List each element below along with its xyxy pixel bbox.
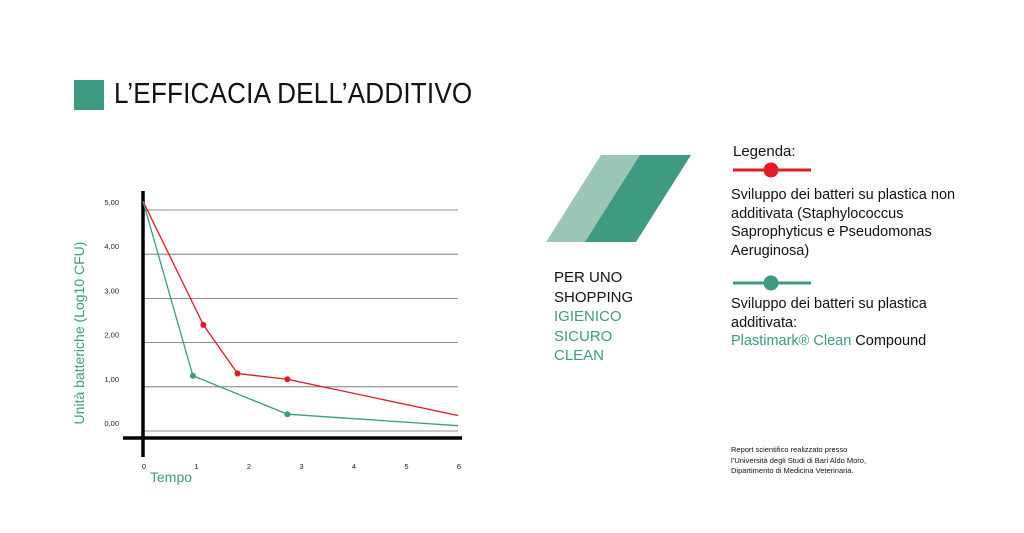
legend-green-text-2: Compound bbox=[851, 333, 927, 349]
y-tick-label: 3,00 bbox=[104, 286, 119, 295]
slogan-line: SICURO bbox=[554, 327, 613, 345]
slogan: PER UNO SHOPPING IGIENICO SICURO CLEAN bbox=[554, 268, 633, 366]
title-block: L’EFFICACIA DELL’ADDITIVO bbox=[74, 78, 512, 111]
legend-green-brand: Plastimark® Clean bbox=[731, 333, 852, 349]
data-point bbox=[284, 376, 291, 383]
legend-green-text: Sviluppo dei batteri su plastica additiv… bbox=[731, 295, 971, 351]
footnote-line: Report scientifico realizzato presso bbox=[731, 445, 848, 454]
x-tick-label: 1 bbox=[194, 462, 198, 471]
y-axis-label: Unità batteriche (Log10 CFU) bbox=[71, 241, 87, 425]
legend-red-marker-icon bbox=[733, 162, 811, 178]
x-tick-label: 6 bbox=[457, 462, 461, 471]
footnote-line: l’Università degli Studi di Bari Aldo Mo… bbox=[731, 455, 867, 465]
x-axis-label: Tempo bbox=[150, 469, 193, 485]
legend-red-text: Sviluppo dei batteri su plastica non add… bbox=[731, 187, 956, 259]
legend-green-marker-icon bbox=[733, 275, 811, 291]
y-tick-label: 5,00 bbox=[104, 198, 119, 207]
x-tick-label: 5 bbox=[404, 462, 408, 471]
footnote: Report scientifico realizzato presso l’U… bbox=[731, 445, 866, 477]
data-point bbox=[234, 370, 241, 377]
x-tick-label: 4 bbox=[352, 462, 356, 471]
data-point bbox=[200, 321, 207, 328]
legend-green-text-1: Sviluppo dei batteri su plastica additiv… bbox=[731, 296, 927, 331]
slogan-line: IGIENICO bbox=[554, 308, 622, 325]
stripes-logo-icon bbox=[546, 155, 691, 242]
series-line-0 bbox=[142, 200, 459, 417]
x-tick-label: 0 bbox=[142, 462, 146, 471]
series-line-1 bbox=[142, 200, 459, 427]
y-tick-label: 1,00 bbox=[104, 375, 119, 384]
title-square-icon bbox=[74, 79, 104, 110]
y-tick-label: 4,00 bbox=[104, 242, 119, 251]
data-point bbox=[284, 411, 291, 418]
slogan-line: SHOPPING bbox=[554, 288, 634, 306]
footnote-line: Dipartimento di Medicina Veterinaria. bbox=[731, 466, 854, 475]
legend-title: Legenda: bbox=[733, 143, 796, 160]
slogan-line: PER UNO bbox=[554, 269, 623, 286]
x-tick-label: 2 bbox=[247, 462, 251, 471]
y-tick-label: 0,00 bbox=[104, 419, 119, 428]
x-tick-label: 3 bbox=[299, 462, 303, 471]
slogan-line: CLEAN bbox=[554, 347, 605, 364]
data-point bbox=[189, 372, 196, 379]
page-title: L’EFFICACIA DELL’ADDITIVO bbox=[114, 78, 473, 110]
y-tick-label: 2,00 bbox=[104, 331, 119, 340]
